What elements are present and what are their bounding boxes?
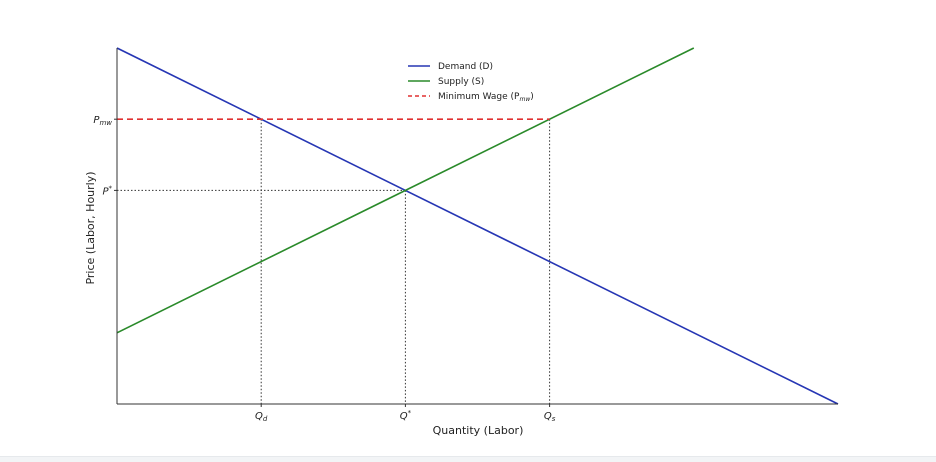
x-tick-label: Qd — [255, 411, 268, 423]
y-tick-label: Pmw — [93, 115, 112, 127]
x-axis-title: Quantity (Labor) — [433, 424, 524, 437]
y-axis-title: Price (Labor, Hourly) — [84, 171, 97, 284]
legend-label: Supply (S) — [438, 77, 484, 87]
tick-labels: Pmw P* Qd Q* Qs — [93, 115, 555, 423]
x-tick-label: Q* — [400, 409, 412, 422]
reference-lines — [117, 119, 551, 404]
demand-line — [116, 47, 839, 405]
axes — [116, 48, 838, 405]
y-tick-label: P* — [102, 184, 112, 197]
series-lines — [116, 47, 839, 405]
legend: Demand (D) Supply (S) Minimum Wage (Pmw) — [408, 62, 534, 103]
supply-line — [116, 47, 695, 334]
legend-label: Demand (D) — [438, 62, 493, 72]
x-tick-label: Qs — [544, 411, 556, 423]
legend-label: Minimum Wage (Pmw) — [438, 92, 534, 103]
